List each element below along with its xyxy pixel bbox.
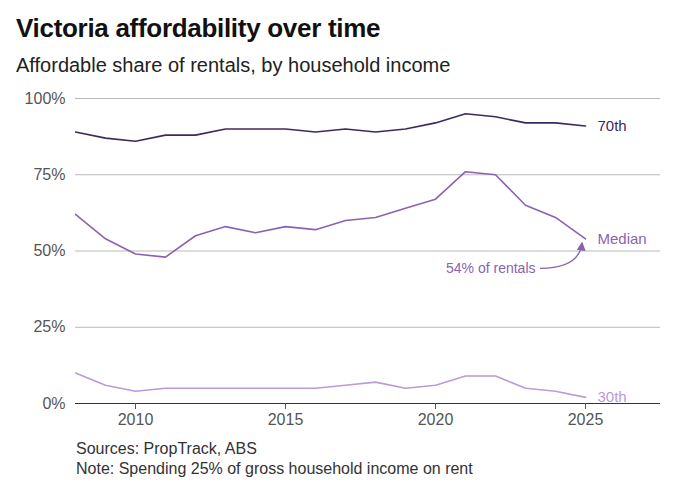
svg-text:2015: 2015	[268, 411, 304, 428]
svg-text:75%: 75%	[33, 166, 65, 183]
svg-text:30th: 30th	[598, 388, 627, 405]
html-text:Affordable share of rentals, b: Affordable share of rentals, by househol…	[16, 54, 451, 76]
svg-text:54% of rentals: 54% of rentals	[446, 260, 536, 276]
svg-text:Median: Median	[598, 230, 647, 247]
html-text:Sources: PropTrack, ABS: Sources: PropTrack, ABS	[76, 440, 257, 457]
svg-text:0%: 0%	[42, 395, 65, 412]
svg-text:100%: 100%	[25, 90, 66, 107]
html-text:Victoria affordability over ti: Victoria affordability over time	[16, 13, 381, 43]
svg-text:2020: 2020	[418, 411, 454, 428]
svg-text:50%: 50%	[33, 242, 65, 259]
svg-text:2010: 2010	[118, 411, 154, 428]
svg-text:2025: 2025	[568, 411, 604, 428]
svg-text:70th: 70th	[598, 117, 627, 134]
html-text:Note: Spending 25% of gross ho: Note: Spending 25% of gross household in…	[76, 460, 473, 477]
svg-text:25%: 25%	[33, 318, 65, 335]
